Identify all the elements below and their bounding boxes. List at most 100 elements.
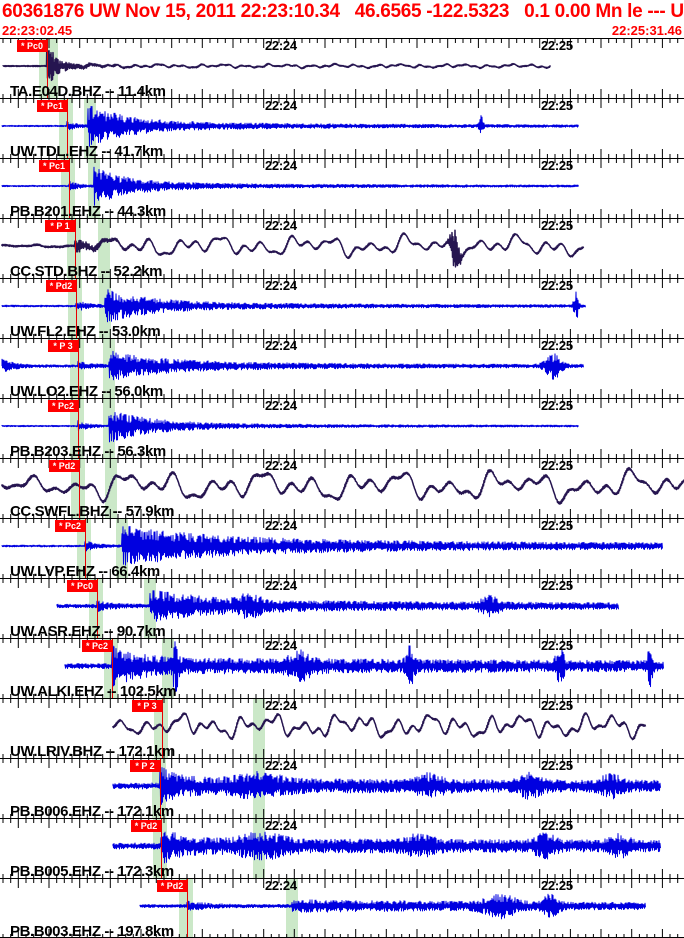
trace-row-pb-b203-ehz[interactable]: 22:24 22:25 * Pc2 PB.B203.EHZ -- 56.3km — [0, 398, 684, 458]
p-pick-flag[interactable]: * P 1 — [45, 220, 75, 232]
waveform[interactable] — [1, 466, 684, 505]
time-label-minute-1: 22:24 — [265, 758, 297, 773]
p-pick-line[interactable] — [161, 819, 162, 878]
time-label-minute-1: 22:24 — [265, 98, 297, 113]
seismogram-plot[interactable] — [0, 339, 684, 398]
p-pick-line[interactable] — [75, 219, 76, 278]
trace-row-cc-std-bhz[interactable]: 22:24 22:25 * P 1 CC.STD.BHZ -- 52.2km — [0, 218, 684, 278]
p-pick-flag[interactable]: * Pc2 — [82, 640, 112, 652]
p-pick-flag[interactable]: * Pd2 — [49, 460, 79, 472]
tick-marks — [2, 39, 679, 98]
time-label-minute-2: 22:25 — [541, 818, 573, 833]
trace-row-uw-alki-ehz[interactable]: 22:24 22:25 * Pc2 UW.ALKI.EHZ -- 102.5km — [0, 638, 684, 698]
time-label-minute-2: 22:25 — [541, 758, 573, 773]
p-pick-flag[interactable]: * Pc0 — [17, 40, 47, 52]
p-pick-line[interactable] — [47, 39, 48, 98]
p-pick-line[interactable] — [67, 99, 68, 158]
p-pick-line[interactable] — [69, 159, 70, 218]
station-label: UW.ASR.EHZ -- 90.7km — [10, 623, 166, 638]
p-pick-line[interactable] — [112, 639, 113, 698]
time-label-minute-2: 22:25 — [541, 158, 573, 173]
waveform[interactable] — [1, 229, 585, 268]
p-pick-line[interactable] — [79, 459, 80, 518]
p-pick-flag[interactable]: * Pd2 — [157, 880, 187, 892]
waveform[interactable] — [112, 766, 661, 805]
seismogram-plot[interactable] — [0, 39, 684, 98]
tick-marks — [2, 159, 679, 218]
waveform[interactable] — [1, 350, 584, 381]
station-label: CC.SWFL.BHZ -- 57.9km — [10, 503, 175, 518]
waveform[interactable] — [1, 412, 579, 443]
seismogram-plot[interactable] — [0, 459, 684, 518]
seismogram-plot[interactable] — [0, 879, 684, 938]
station-label: UW.TDL.EHZ -- 41.7km — [10, 143, 163, 158]
trace-row-uw-lvp-ehz[interactable]: 22:24 22:25 * Pc2 UW.LVP.EHZ -- 66.4km — [0, 518, 684, 578]
time-label-minute-2: 22:25 — [541, 218, 573, 233]
waveform[interactable] — [56, 590, 619, 622]
p-pick-flag[interactable]: * Pc2 — [48, 400, 78, 412]
seismogram-plot[interactable] — [0, 219, 684, 278]
trace-row-pb-b201-ehz[interactable]: 22:24 22:25 * Pc1 PB.B201.EHZ -- 44.3km — [0, 158, 684, 218]
trace-row-uw-fl2-ehz[interactable]: 22:24 22:25 * Pd2 UW.FL2.EHZ -- 53.0km — [0, 278, 684, 338]
trace-row-cc-swfl-bhz[interactable]: 22:24 22:25 * Pd2 CC.SWFL.BHZ -- 57.9km — [0, 458, 684, 518]
trace-row-pb-b003-ehz[interactable]: 22:24 22:25 * Pd2 PB.B003.EHZ -- 197.8km — [0, 878, 684, 938]
waveform[interactable] — [1, 526, 663, 566]
p-pick-line[interactable] — [78, 339, 79, 398]
trace-row-pb-b005-ehz[interactable]: 22:24 22:25 * Pd2 PB.B005.EHZ -- 172.3km — [0, 818, 684, 878]
waveform[interactable] — [64, 641, 664, 692]
seismogram-plot[interactable] — [0, 639, 684, 698]
trace-row-uw-tdl-ehz[interactable]: 22:24 22:25 * Pc1 UW.TDL.EHZ -- 41.7km — [0, 98, 684, 158]
waveform[interactable] — [1, 166, 579, 206]
p-pick-flag[interactable]: * P 3 — [48, 340, 78, 352]
waveform[interactable] — [1, 289, 586, 323]
tick-marks — [2, 399, 679, 458]
seismogram-plot[interactable] — [0, 519, 684, 578]
p-pick-line[interactable] — [85, 519, 86, 578]
waveform[interactable] — [2, 39, 552, 82]
p-pick-line[interactable] — [78, 399, 79, 458]
time-label-minute-2: 22:25 — [541, 878, 573, 893]
waveform[interactable] — [139, 893, 646, 920]
p-pick-flag[interactable]: * Pc0 — [67, 580, 97, 592]
seismogram-plot[interactable] — [0, 279, 684, 338]
p-pick-line[interactable] — [162, 699, 163, 758]
seismogram-plot[interactable] — [0, 399, 684, 458]
trace-row-uw-lriv-bhz[interactable]: 22:24 22:25 * P 3 UW.LRIV.BHZ -- 172.1km — [0, 698, 684, 758]
waveform[interactable] — [1, 106, 579, 147]
seismogram-plot[interactable] — [0, 759, 684, 818]
p-pick-flag[interactable]: * P 3 — [132, 700, 162, 712]
trace-row-uw-asr-ehz[interactable]: 22:24 22:25 * Pc0 UW.ASR.EHZ -- 90.7km — [0, 578, 684, 638]
p-pick-line[interactable] — [187, 879, 188, 937]
trace-row-ta-e04d-bhz[interactable]: 22:24 22:25 * Pc0 TA.E04D.BHZ -- 11.4km — [0, 38, 684, 98]
p-pick-flag[interactable]: * P 2 — [130, 760, 160, 772]
p-pick-flag[interactable]: * Pc1 — [37, 100, 67, 112]
seismogram-plot[interactable] — [0, 159, 684, 218]
p-pick-flag[interactable]: * Pc2 — [55, 520, 85, 532]
time-label-minute-1: 22:24 — [265, 338, 297, 353]
waveform[interactable] — [112, 712, 647, 741]
time-label-minute-1: 22:24 — [265, 818, 297, 833]
trace-row-pb-b006-ehz[interactable]: 22:24 22:25 * P 2 PB.B006.EHZ -- 172.1km — [0, 758, 684, 818]
seismogram-plot[interactable] — [0, 579, 684, 638]
time-label-minute-1: 22:24 — [265, 458, 297, 473]
p-pick-line[interactable] — [76, 279, 77, 338]
window-start-time: 22:23:02.45 — [2, 23, 73, 38]
time-label-minute-2: 22:25 — [541, 638, 573, 653]
p-pick-line[interactable] — [97, 579, 98, 638]
time-label-minute-2: 22:25 — [541, 278, 573, 293]
p-pick-flag[interactable]: * Pc1 — [39, 160, 69, 172]
tick-marks — [2, 219, 679, 278]
p-pick-flag[interactable]: * Pd2 — [131, 820, 161, 832]
seismogram-plot[interactable] — [0, 99, 684, 158]
seismogram-plot[interactable] — [0, 819, 684, 878]
waveform[interactable] — [112, 831, 661, 864]
p-pick-line[interactable] — [160, 759, 161, 818]
tick-marks — [2, 459, 679, 518]
p-pick-flag[interactable]: * Pd2 — [46, 280, 76, 292]
station-label: PB.B003.EHZ -- 197.8km — [10, 923, 174, 938]
p-window-band — [70, 339, 84, 398]
time-label-minute-1: 22:24 — [265, 278, 297, 293]
trace-row-uw-lo2-ehz[interactable]: 22:24 22:25 * P 3 UW.LO2.EHZ -- 56.0km — [0, 338, 684, 398]
tick-marks — [2, 579, 679, 638]
station-label: CC.STD.BHZ -- 52.2km — [10, 263, 163, 278]
